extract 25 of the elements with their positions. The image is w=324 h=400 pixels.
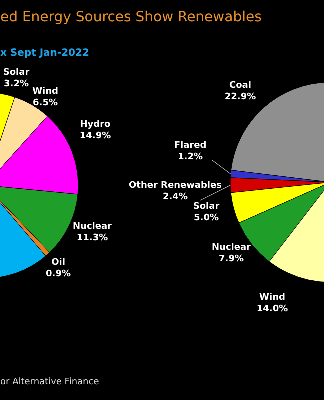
- chart-subtitle: x Sept Jan-2022: [0, 48, 90, 59]
- data-label: 3.2%: [4, 79, 29, 90]
- text: or Alternative Finance: [0, 378, 100, 388]
- slice-label: Nuclear: [212, 242, 252, 253]
- data-label: 0.9%: [46, 269, 71, 280]
- slice-label: Solar: [193, 202, 220, 212]
- slice-label: Hydro: [80, 120, 111, 130]
- data-label: 2.4%: [163, 192, 188, 202]
- slice-label: Flared: [174, 140, 207, 151]
- slice-label: Other Renewables: [129, 180, 222, 191]
- data-label: 11.3%: [76, 233, 108, 244]
- slice-label: Coal: [230, 80, 252, 91]
- data-label: 14.0%: [256, 304, 288, 314]
- data-label: 6.5%: [33, 98, 58, 108]
- slice-label: Wind: [32, 86, 58, 97]
- chart-title: ed Energy Sources Show Renewables: [0, 10, 262, 26]
- data-label: 1.2%: [178, 152, 203, 162]
- slice-label: Solar: [3, 68, 30, 78]
- slice-label: Oil: [52, 258, 66, 268]
- data-label: 22.9%: [224, 92, 256, 102]
- data-label: 7.9%: [219, 254, 244, 264]
- slice-label: Nuclear: [73, 222, 113, 232]
- data-label: 5.0%: [194, 213, 219, 224]
- slice-label: Wind: [260, 292, 286, 303]
- data-label: 14.9%: [80, 131, 112, 142]
